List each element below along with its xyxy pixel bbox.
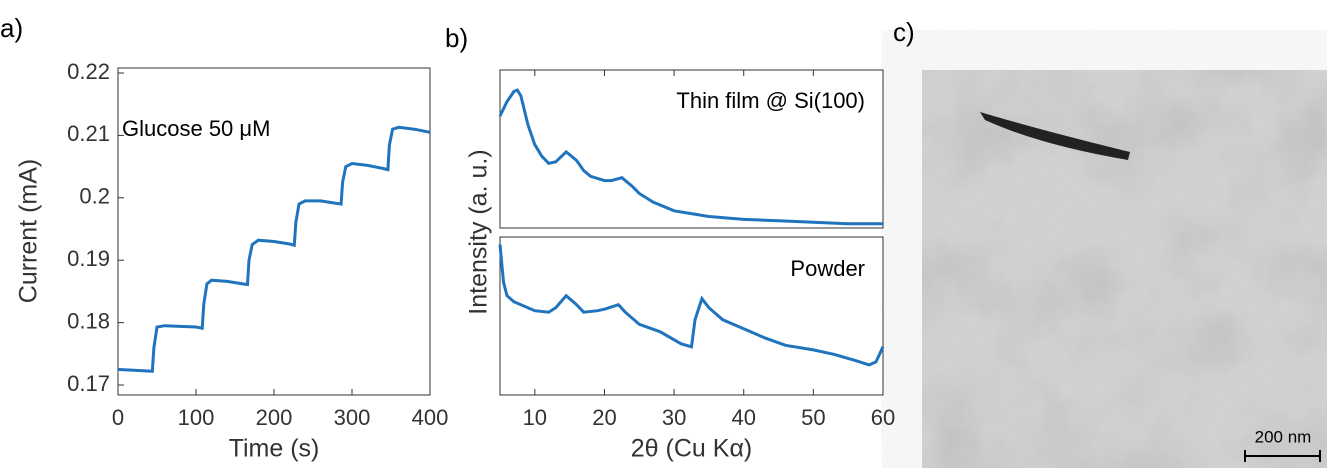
x-tick-label: 40 [731,405,755,430]
x-tick-label: 30 [662,405,686,430]
annotation: Powder [790,256,865,281]
data-line [498,244,885,367]
y-tick-label: 0.21 [67,121,110,146]
y-tick-label: 0.18 [67,308,110,333]
x-tick-label: 20 [592,405,616,430]
plot-frame [499,236,884,396]
x-tick-label: 300 [334,405,371,430]
x-tick-label: 50 [801,405,825,430]
panel-label: a) [0,13,23,43]
annotation: Glucose 50 μM [122,116,270,141]
y-tick-label: 0.17 [67,371,110,396]
y-tick-label: 0.19 [67,246,110,271]
scale-bar-label: 200 nm [1255,427,1312,446]
y-axis-label: Intensity (a. u.) [465,149,493,314]
plot-frame [117,67,431,396]
x-tick-label: 60 [871,405,895,430]
annotation: Thin film @ Si(100) [676,88,865,113]
x-tick-label: 100 [178,405,215,430]
x-tick-label: 10 [523,405,547,430]
x-tick-label: 0 [112,405,124,430]
plot-frame [499,69,884,229]
x-tick-label: 400 [412,405,449,430]
x-axis-label: 2θ (Cu Kα) [631,435,752,463]
data-line [498,88,883,226]
panel-label: b) [445,23,468,53]
y-axis-label: Current (mA) [15,159,43,303]
x-axis-label: Time (s) [229,435,320,463]
tem-image [922,70,1327,468]
data-line [117,125,431,373]
y-tick-label: 0.22 [67,59,110,84]
x-tick-label: 200 [256,405,293,430]
panel-label: c) [893,17,915,47]
y-tick-label: 0.2 [79,184,110,209]
